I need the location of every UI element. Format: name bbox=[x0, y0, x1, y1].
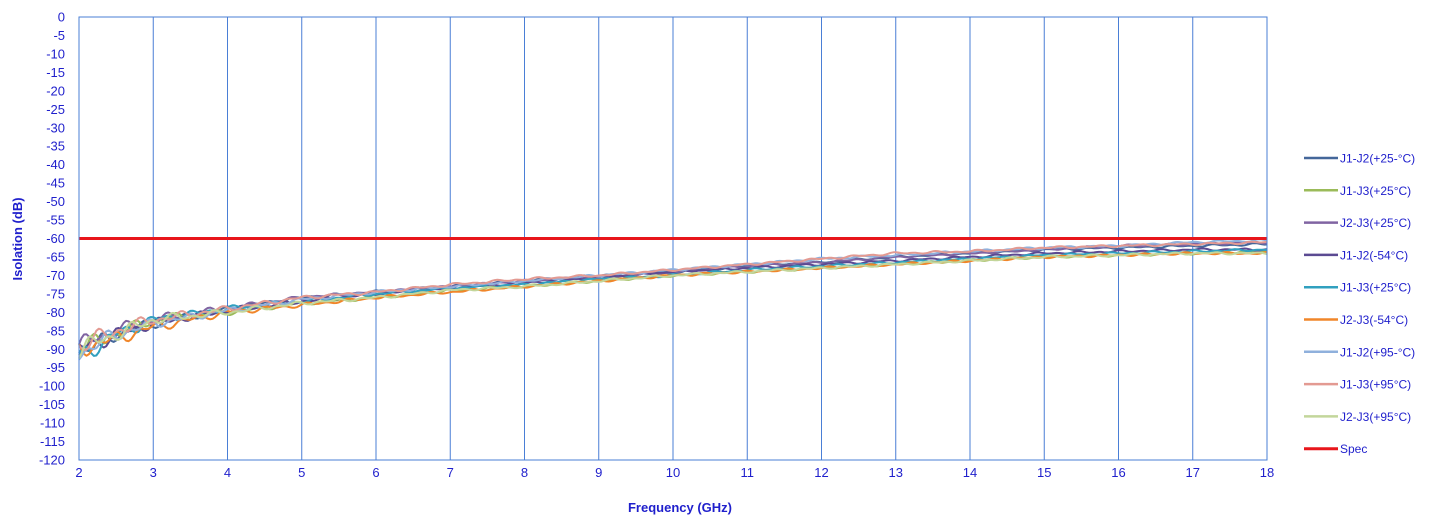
y-tick-label: -45 bbox=[46, 176, 65, 191]
y-tick-labels: 0 -5 -10 -15 -20 -25 -30 -35 -40 -45 -50 -55 -60 -65 -… bbox=[39, 10, 65, 468]
series-line bbox=[78, 238, 1268, 361]
y-tick-label: -90 bbox=[46, 342, 65, 357]
x-tick-label: 2 bbox=[75, 465, 82, 480]
x-tick-label: 3 bbox=[150, 465, 157, 480]
y-tick-label: -30 bbox=[46, 120, 65, 135]
x-tick-label: 16 bbox=[1111, 465, 1125, 480]
legend-label: Spec bbox=[1340, 442, 1367, 456]
legend-label: J1-J3(+95°C) bbox=[1340, 378, 1411, 392]
y-tick-label: -100 bbox=[39, 379, 65, 394]
y-tick-label: -70 bbox=[46, 268, 65, 283]
y-tick-label: -5 bbox=[53, 28, 65, 43]
y-tick-label: -10 bbox=[46, 46, 65, 61]
x-tick-label: 5 bbox=[298, 465, 305, 480]
y-tick-label: -115 bbox=[40, 434, 65, 449]
series-line bbox=[78, 240, 1268, 351]
y-tick-label: -75 bbox=[46, 286, 65, 301]
x-tick-labels: 2 3 4 5 6 7 8 9 10 11 12 13 14 15 16 17 18 bbox=[75, 465, 1274, 480]
y-tick-label: -85 bbox=[46, 323, 65, 338]
legend: J1-J2(+25-°C) J1-J3(+25°C) J2-J3(+25°C) J1-… bbox=[1304, 152, 1415, 456]
x-tick-label: 6 bbox=[372, 465, 379, 480]
y-tick-label: -20 bbox=[46, 83, 65, 98]
y-tick-label: -40 bbox=[46, 157, 65, 172]
y-tick-label: -95 bbox=[46, 360, 65, 375]
y-axis-title: Isolation (dB) bbox=[10, 197, 25, 280]
y-tick-label: -55 bbox=[46, 213, 65, 228]
legend-label: J1-J2(-54°C) bbox=[1340, 248, 1408, 262]
x-tick-label: 11 bbox=[741, 465, 755, 480]
y-tick-label: -80 bbox=[46, 305, 65, 320]
series-line bbox=[78, 251, 1268, 359]
x-tick-label: 4 bbox=[224, 465, 231, 480]
x-axis-title: Frequency (GHz) bbox=[628, 500, 732, 515]
y-tick-label: 0 bbox=[58, 10, 65, 25]
y-tick-label: -25 bbox=[46, 102, 65, 117]
plot-area-border bbox=[78, 16, 1268, 461]
legend-label: J2-J3(+95°C) bbox=[1340, 410, 1411, 424]
y-tick-label: -120 bbox=[39, 453, 65, 468]
legend-label: J2-J3(-54°C) bbox=[1340, 313, 1408, 327]
legend-label: J1-J2(+95-°C) bbox=[1340, 345, 1415, 359]
y-tick-label: -35 bbox=[46, 139, 65, 154]
y-tick-label: -60 bbox=[46, 231, 65, 246]
legend-label: J1-J3(+25°C) bbox=[1340, 281, 1411, 295]
x-tick-label: 14 bbox=[963, 465, 977, 480]
x-tick-label: 12 bbox=[814, 465, 828, 480]
x-tick-label: 7 bbox=[447, 465, 454, 480]
x-tick-label: 9 bbox=[595, 465, 602, 480]
x-tick-label: 15 bbox=[1037, 465, 1051, 480]
x-tick-label: 18 bbox=[1260, 465, 1274, 480]
series-lines bbox=[78, 237, 1268, 361]
y-tick-label: -105 bbox=[39, 397, 65, 412]
legend-label: J2-J3(+25°C) bbox=[1340, 216, 1411, 230]
y-tick-label: -50 bbox=[46, 194, 65, 209]
legend-label: J1-J2(+25-°C) bbox=[1340, 152, 1415, 166]
x-tick-label: 17 bbox=[1186, 465, 1200, 480]
x-tick-label: 13 bbox=[889, 465, 903, 480]
y-tick-label: -65 bbox=[46, 249, 65, 264]
legend-label: J1-J3(+25°C) bbox=[1340, 184, 1411, 198]
y-tick-label: -110 bbox=[40, 416, 65, 431]
y-tick-label: -15 bbox=[46, 65, 65, 80]
x-tick-label: 8 bbox=[521, 465, 528, 480]
x-tick-label: 10 bbox=[666, 465, 680, 480]
